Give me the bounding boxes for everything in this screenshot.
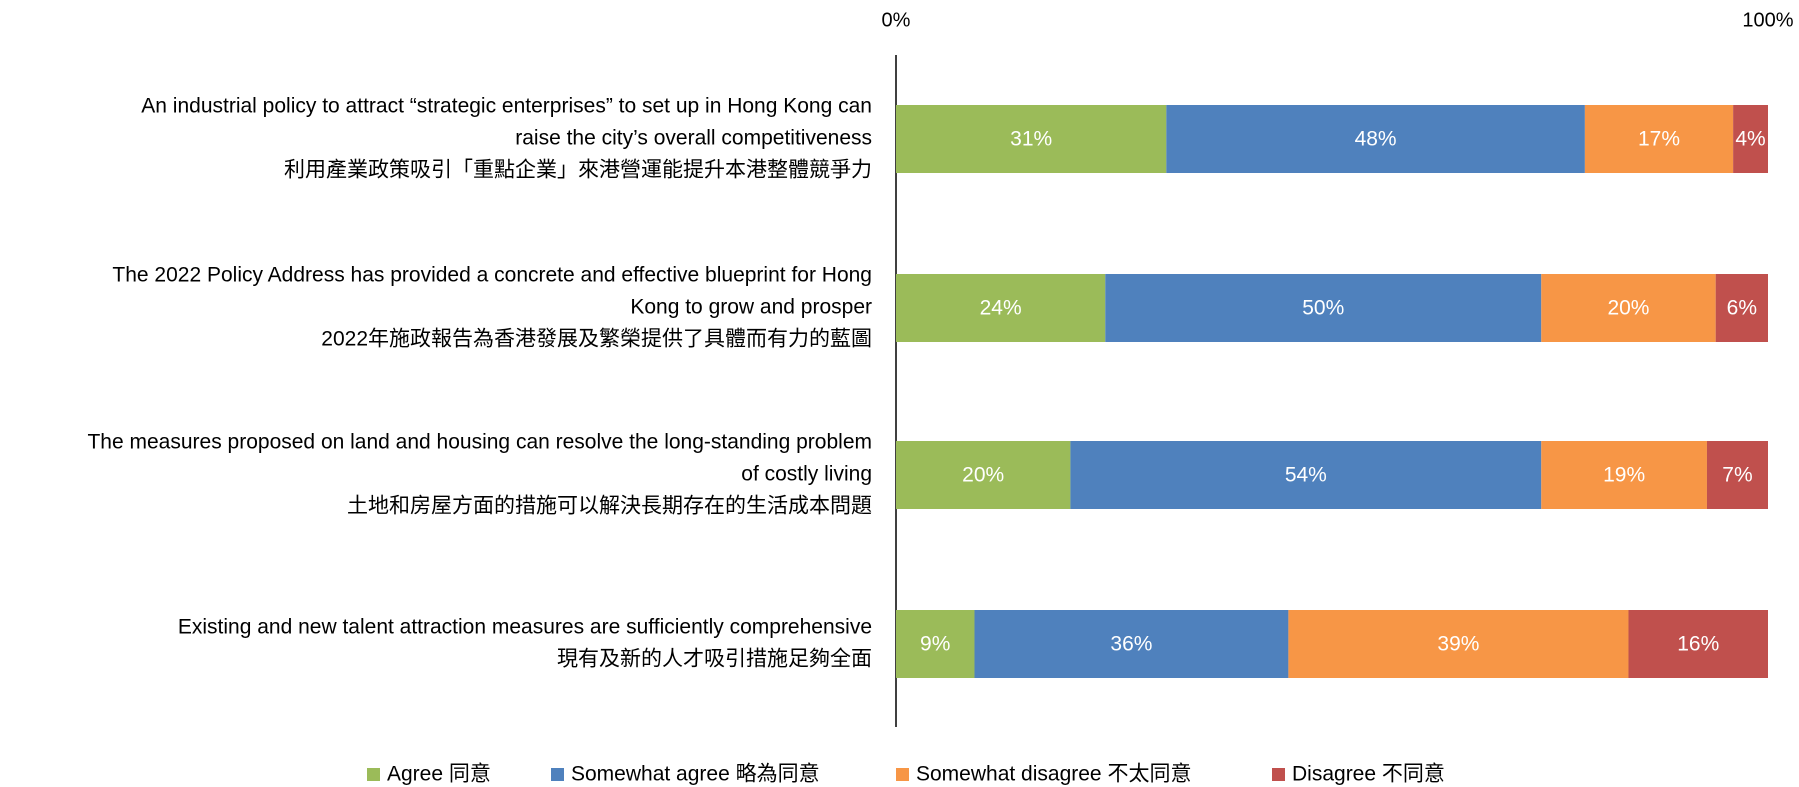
bar-segment (896, 610, 975, 678)
legend-swatch (367, 768, 380, 781)
category-label: 2022年施政報告為香港發展及繁榮提供了具體而有力的藍圖 (321, 328, 872, 351)
bar-segment (1070, 441, 1542, 509)
bar-segment (896, 441, 1071, 509)
legend-swatch (551, 768, 564, 781)
value-label: 54% (1285, 464, 1327, 487)
bar-segment (1706, 441, 1768, 509)
bar-segment (1628, 610, 1768, 678)
value-label: 17% (1638, 128, 1680, 151)
value-label: 9% (920, 633, 950, 656)
bar-segment (1105, 274, 1542, 342)
legend-swatch (1272, 768, 1285, 781)
category-label: The measures proposed on land and housin… (87, 431, 872, 454)
category-label: raise the city’s overall competitiveness (515, 127, 872, 150)
bar-segment (896, 274, 1106, 342)
value-label: 31% (1010, 128, 1052, 151)
value-label: 7% (1722, 464, 1752, 487)
value-label: 16% (1677, 633, 1719, 656)
bar-segment (1733, 105, 1768, 173)
legend-label: Agree 同意 (387, 763, 491, 786)
x-tick-label: 100% (1742, 9, 1793, 31)
legend-label: Disagree 不同意 (1292, 763, 1445, 786)
bar-segment (1166, 105, 1585, 173)
legend-label: Somewhat disagree 不太同意 (916, 763, 1191, 786)
category-label: An industrial policy to attract “strateg… (141, 95, 872, 118)
category-label: 現有及新的人才吸引措施足夠全面 (557, 648, 872, 671)
category-label: Kong to grow and prosper (630, 296, 872, 319)
bar-segment (896, 105, 1167, 173)
bar-segment (1541, 274, 1716, 342)
bar-segment (1584, 105, 1734, 173)
category-label: The 2022 Policy Address has provided a c… (112, 264, 872, 287)
value-label: 24% (980, 297, 1022, 320)
value-label: 50% (1302, 297, 1344, 320)
value-label: 19% (1603, 464, 1645, 487)
value-label: 48% (1355, 128, 1397, 151)
bar-segment (1715, 274, 1768, 342)
bar-segment (1541, 441, 1707, 509)
legend-label: Somewhat agree 略為同意 (571, 763, 820, 786)
legend-swatch (896, 768, 909, 781)
category-label: 利用產業政策吸引「重點企業」來港營運能提升本港整體競爭力 (284, 159, 872, 182)
value-label: 20% (1607, 297, 1649, 320)
value-label: 6% (1727, 297, 1757, 320)
bar-segment (1288, 610, 1629, 678)
category-label: of costly living (741, 463, 872, 486)
category-label: 土地和房屋方面的措施可以解決長期存在的生活成本問題 (347, 495, 872, 518)
x-tick-label: 0% (882, 9, 911, 31)
category-label: Existing and new talent attraction measu… (178, 616, 872, 639)
value-label: 36% (1110, 633, 1152, 656)
bar-segment (974, 610, 1289, 678)
value-label: 39% (1437, 633, 1479, 656)
value-label: 4% (1735, 128, 1765, 151)
value-label: 20% (962, 464, 1004, 487)
